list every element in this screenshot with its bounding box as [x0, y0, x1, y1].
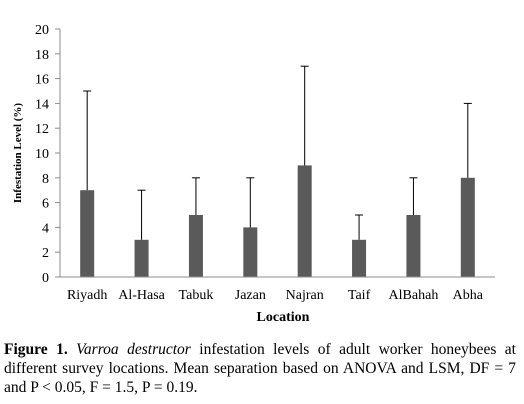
y-tick-label: 8 [42, 172, 49, 187]
x-axis-title: Location [257, 310, 310, 325]
x-tick-label: Al-Hasa [118, 288, 165, 303]
y-tick-label: 10 [35, 147, 49, 162]
bar-chart: 0 2 4 6 8 10 12 14 16 18 20 Riyadh Al-Hasa Tabuk Jazan… [12, 23, 495, 325]
y-tick-label: 12 [35, 122, 49, 137]
caption-label: Figure 1. [4, 341, 68, 358]
bar [134, 239, 149, 277]
bar [188, 215, 203, 277]
bar [406, 215, 421, 277]
y-tick-label: 20 [35, 23, 49, 38]
y-tick-label: 4 [42, 221, 49, 236]
x-tick-label: Najran [286, 288, 324, 303]
y-tick-label: 16 [35, 73, 49, 88]
x-tick-label: Jazan [235, 288, 266, 303]
bar [80, 190, 95, 277]
caption-text: infestation levels of adult worker honey… [4, 341, 516, 396]
x-tick-label: AlBahah [389, 288, 439, 303]
x-tick-label: Riyadh [67, 288, 107, 303]
x-tick-label: Abha [453, 288, 484, 303]
y-tick-label: 2 [42, 246, 49, 261]
x-tick-label: Tabuk [179, 288, 214, 303]
axes-layer: 0 2 4 6 8 10 12 14 16 18 20 Riyadh Al-Hasa Tabuk Jazan… [35, 23, 495, 303]
bar [352, 239, 367, 277]
x-tick-label: Taif [348, 288, 371, 303]
caption-species: Varroa destructor [76, 341, 191, 358]
y-axis-title: Infestation Level (%) [12, 103, 24, 204]
y-tick-label: 14 [35, 97, 49, 112]
y-tick-label: 6 [42, 197, 49, 212]
bar [297, 165, 312, 277]
bars-layer [80, 65, 475, 277]
y-tick-label: 0 [42, 271, 49, 286]
y-tick-label: 18 [35, 48, 49, 63]
bar [460, 177, 475, 277]
bar [243, 227, 258, 277]
figure-caption: Figure 1. Varroa destructor infestation … [4, 340, 516, 397]
